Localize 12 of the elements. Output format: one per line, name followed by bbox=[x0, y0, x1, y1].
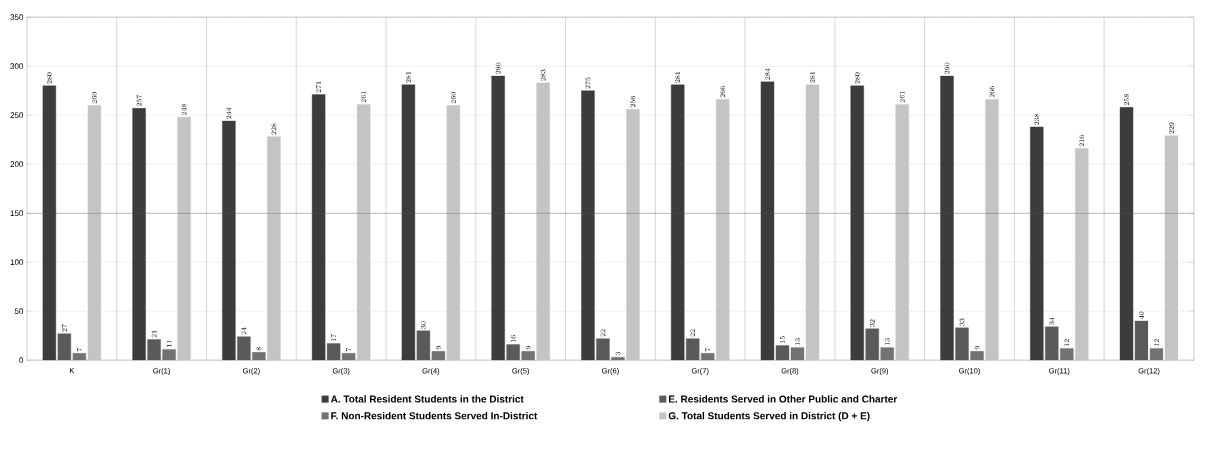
legend-label: E. Residents Served in Other Public and Charter bbox=[668, 395, 898, 403]
legend-label: G. Total Students Served in District (D + E) bbox=[668, 412, 870, 422]
y-tick-label: 150 bbox=[10, 210, 24, 217]
y-tick-label: 50 bbox=[14, 308, 24, 315]
y-tick-label: 350 bbox=[10, 14, 24, 21]
y-tick-label: 100 bbox=[10, 259, 24, 266]
y-tick-label: 200 bbox=[10, 161, 24, 168]
y-tick-label: 250 bbox=[10, 112, 24, 119]
y-tick-label: 0 bbox=[19, 357, 24, 364]
y-tick-label: 300 bbox=[10, 63, 24, 70]
legend-label: A. Total Resident Students in the District bbox=[330, 395, 524, 403]
legend-label: F. Non-Resident Students Served In-District bbox=[331, 412, 538, 420]
